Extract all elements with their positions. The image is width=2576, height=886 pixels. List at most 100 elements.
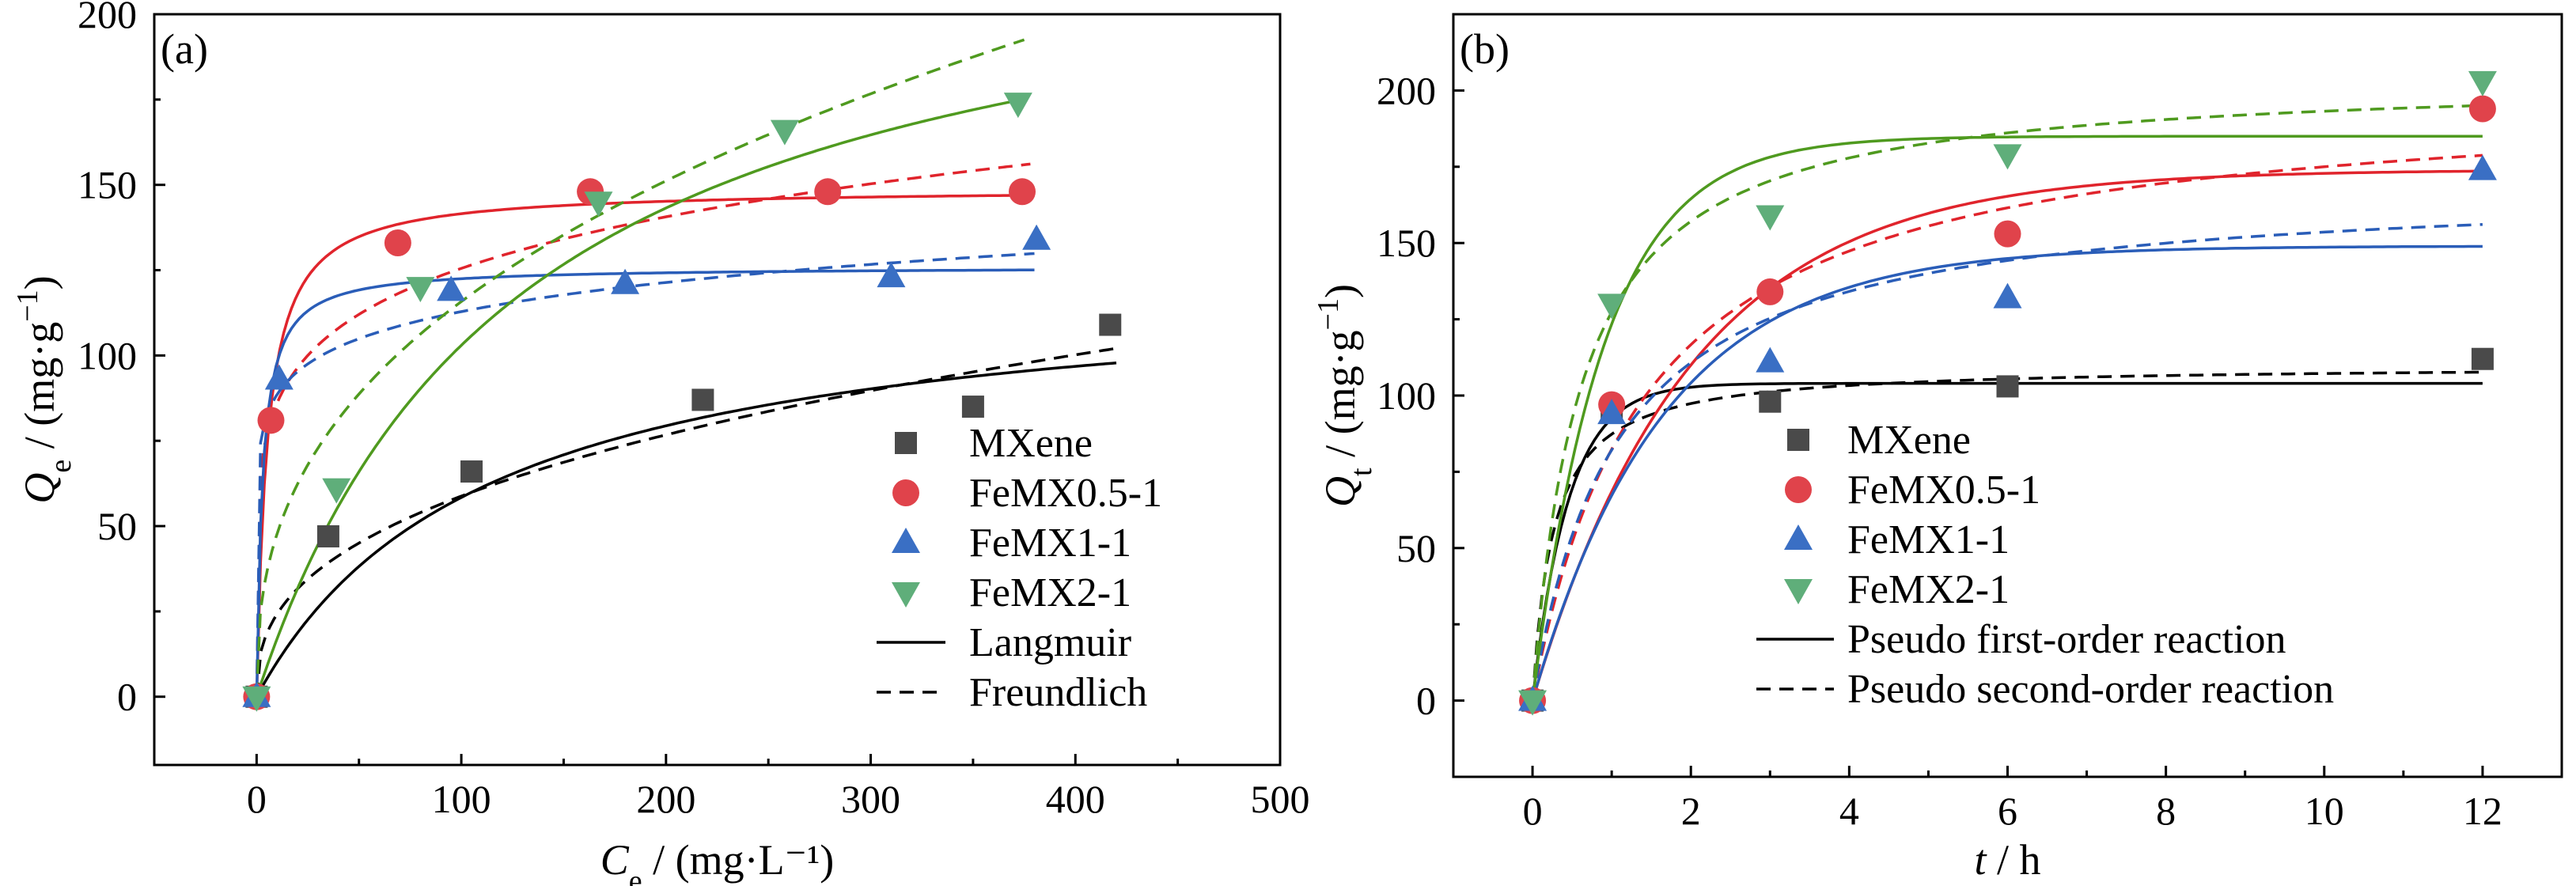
y-tick-label: 200: [78, 0, 137, 36]
x-tick-label: 300: [841, 777, 900, 821]
x-tick-label: 12: [2463, 789, 2502, 833]
data-point: [1759, 390, 1782, 413]
panel-a-isotherm-chart: 0 100 200 300 400 500 0 50 100 150 200 (a) Ce / (m…: [11, 0, 1310, 886]
x-axis-label: t / h: [1974, 836, 2040, 884]
y-axis-label-subscript: e: [44, 460, 78, 473]
legend-marker: [1784, 579, 1813, 604]
data-point: [584, 191, 613, 218]
y-tick-label: 50: [97, 504, 137, 548]
data-point: [1756, 278, 1784, 305]
legend-marker: [1784, 524, 1813, 550]
data-point: [877, 262, 906, 288]
data-point: [770, 119, 799, 146]
y-axis-label-unit: / (mg·g: [1316, 330, 1364, 468]
legend-label: Freundlich: [969, 670, 1147, 715]
data-point: [1518, 690, 1547, 716]
panel-label: (b): [1460, 25, 1510, 73]
y-tick-label: 100: [78, 333, 137, 377]
legend-marker: [1785, 476, 1812, 503]
fit-curves: [1531, 104, 2483, 702]
data-point: [1993, 144, 2022, 170]
y-axis-label-superscript: −1: [1312, 298, 1345, 330]
fit-line-solid: [1531, 244, 2483, 702]
fit-line-solid: [255, 194, 1031, 697]
y-tick-label: 50: [1396, 526, 1436, 570]
legend-label: Pseudo second-order reaction: [1847, 667, 2334, 712]
data-point: [1099, 313, 1122, 336]
data-point: [264, 364, 294, 390]
data-point: [691, 388, 714, 411]
data-point: [611, 268, 640, 294]
y-axis-label-subscript: t: [1345, 468, 1378, 476]
x-axis-label-subscript: e: [629, 865, 642, 886]
data-point: [2468, 154, 2497, 180]
x-tick-label: 2: [1681, 789, 1701, 833]
x-tick-label: 100: [432, 777, 491, 821]
x-tick-label: 10: [2305, 789, 2344, 833]
y-tick-label: 100: [1377, 373, 1436, 418]
y-axis-label: Qe / (mg·g−1): [11, 275, 78, 503]
axis-ticks: 0 100 200 300 400 500 0 50 100 150 200: [78, 0, 1310, 821]
fit-line-dashed: [1531, 153, 2483, 701]
data-point: [406, 277, 435, 303]
legend-label: FeMX1-1: [1847, 517, 2010, 562]
data-point: [1597, 293, 1627, 320]
y-axis-label-symbol: Q: [1316, 476, 1364, 507]
legend-label: FeMX2-1: [969, 570, 1131, 615]
fit-line-dashed: [255, 252, 1035, 697]
y-axis-label-unit: / (mg·g: [16, 322, 63, 460]
legend-label: Pseudo first-order reaction: [1847, 617, 2286, 662]
legend-label: FeMX2-1: [1847, 567, 2010, 612]
data-point: [2468, 70, 2497, 97]
data-point: [961, 396, 984, 418]
x-axis-label-symbol: C: [600, 836, 630, 884]
data-point: [316, 524, 339, 547]
data-points: [242, 93, 1122, 712]
data-point: [1597, 399, 1627, 425]
y-axis-label: Qt / (mg·g−1): [1312, 284, 1378, 507]
data-point: [2468, 95, 2496, 123]
data-point: [1756, 205, 1785, 231]
fit-line-solid: [1531, 169, 2483, 702]
x-tick-label: 4: [1839, 789, 1859, 833]
y-tick-label: 150: [78, 163, 137, 207]
fit-line-dashed: [255, 38, 1025, 697]
y-axis-label-close: ): [1316, 284, 1364, 298]
fit-line-solid: [255, 268, 1035, 697]
fit-line-dashed: [1531, 104, 2483, 701]
data-point: [242, 686, 271, 712]
legend-marker: [895, 432, 917, 454]
x-tick-label: 0: [1523, 789, 1543, 833]
data-point: [1756, 346, 1785, 373]
data-point: [322, 478, 351, 504]
panel-b-kinetics-chart: 0 2 4 6 8 10 12 0 50 100 150 200 (b) t / h Qt / (mg…: [1312, 13, 2563, 884]
fit-line-dashed: [255, 346, 1117, 697]
legend-marker: [1787, 429, 1809, 451]
panel-label: (a): [161, 25, 208, 73]
y-axis-label-superscript: −1: [11, 290, 44, 321]
fit-line-solid: [1531, 134, 2483, 701]
data-points: [1518, 70, 2497, 716]
y-tick-label: 200: [1377, 68, 1436, 112]
data-point: [1009, 178, 1036, 206]
data-point: [1994, 220, 2021, 248]
fit-line-solid: [255, 97, 1025, 698]
x-tick-label: 6: [1998, 789, 2017, 833]
data-point: [460, 460, 483, 483]
fit-line-dashed: [1531, 222, 2483, 701]
data-point: [1003, 93, 1032, 119]
x-axis-label-unit: / h: [1987, 836, 2041, 884]
fit-line-solid: [255, 361, 1117, 698]
data-point: [1993, 282, 2022, 309]
data-point: [814, 178, 842, 206]
legend-label: MXene: [969, 421, 1093, 466]
data-point: [1996, 375, 2019, 398]
y-tick-label: 0: [1416, 679, 1436, 723]
legend-label: Langmuir: [969, 620, 1131, 665]
x-axis-label: Ce / (mg·L⁻¹): [600, 836, 835, 886]
fit-line-dashed: [255, 162, 1031, 697]
y-axis-label-symbol: Q: [16, 473, 63, 504]
